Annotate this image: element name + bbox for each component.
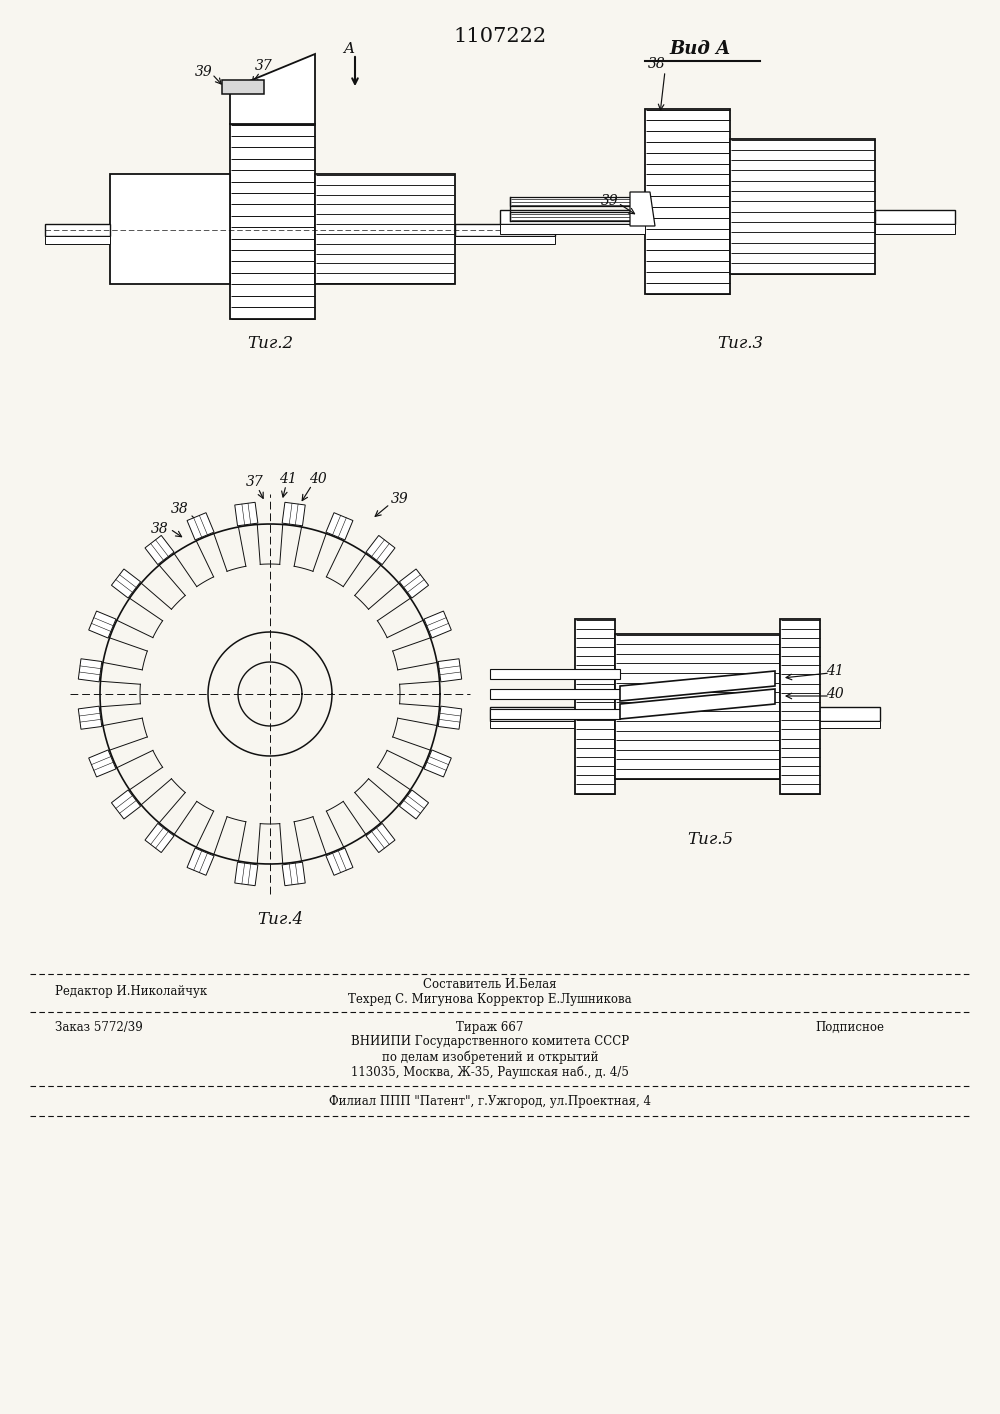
Polygon shape [78,706,102,730]
Text: Составитель И.Белая: Составитель И.Белая [423,977,557,990]
Text: 40: 40 [309,472,327,486]
Polygon shape [326,513,353,540]
Text: Τиг.3: Τиг.3 [717,335,763,352]
Text: A: A [344,42,354,57]
Polygon shape [89,611,116,638]
Bar [780,619,820,795]
Text: Редактор И.Николайчук: Редактор И.Николайчук [55,986,207,998]
Polygon shape [282,502,305,526]
Text: 1107222: 1107222 [453,27,547,45]
Polygon shape [424,611,451,638]
Polygon shape [187,848,214,875]
Polygon shape [399,790,429,819]
Polygon shape [438,706,462,730]
Text: Техред С. Мигунова Корректор Е.Лушникова: Техред С. Мигунова Корректор Е.Лушникова [348,994,632,1007]
Polygon shape [282,863,305,885]
Bar [800,721,880,728]
Bar [615,633,780,779]
Text: 41: 41 [279,472,297,486]
Text: Τиг.5: Τиг.5 [687,830,733,847]
Bar [645,109,730,294]
Bar [490,708,620,718]
Text: 38: 38 [171,502,189,516]
Polygon shape [145,823,174,853]
Polygon shape [235,502,258,526]
Text: Заказ 5772/39: Заказ 5772/39 [55,1021,143,1034]
Bar [490,721,580,728]
Text: 113035, Москва, Ж-35, Раушская наб., д. 4/5: 113035, Москва, Ж-35, Раушская наб., д. … [351,1065,629,1079]
Polygon shape [111,790,141,819]
Text: 41: 41 [826,665,844,677]
Polygon shape [366,536,395,564]
Bar [490,689,620,699]
Bar [45,223,110,236]
Polygon shape [235,863,258,885]
Bar [500,223,645,233]
Text: 37: 37 [246,475,264,489]
Polygon shape [145,536,174,564]
Text: 40: 40 [826,687,844,701]
Bar [315,174,455,284]
Polygon shape [424,749,451,776]
Bar [575,619,615,795]
Bar [510,197,650,206]
Bar [455,223,555,236]
Bar [875,223,955,233]
Text: 39: 39 [601,194,619,208]
Polygon shape [630,192,655,226]
Bar [500,211,645,223]
Polygon shape [399,568,429,598]
Polygon shape [438,659,462,682]
Bar [490,707,580,721]
Polygon shape [111,568,141,598]
Polygon shape [78,659,102,682]
Polygon shape [620,689,775,718]
Bar [800,707,880,721]
Bar [510,212,650,221]
Bar [110,174,230,284]
Polygon shape [366,823,395,853]
Text: Τиг.4: Τиг.4 [257,911,303,928]
Text: 38: 38 [151,522,169,536]
Polygon shape [187,513,214,540]
Bar [45,236,110,245]
Bar [490,669,620,679]
Polygon shape [89,749,116,776]
Text: Τиг.2: Τиг.2 [247,335,293,352]
Text: 38: 38 [648,57,666,71]
Polygon shape [326,848,353,875]
Bar [730,139,875,274]
Text: ВНИИПИ Государственного комитета СССР: ВНИИПИ Государственного комитета СССР [351,1035,629,1049]
Polygon shape [620,672,775,701]
Text: Вид A: Вид A [669,40,731,58]
Text: Филиал ППП "Патент", г.Ужгород, ул.Проектная, 4: Филиал ППП "Патент", г.Ужгород, ул.Проек… [329,1094,651,1107]
Bar [875,211,955,223]
Text: по делам изобретений и открытий: по делам изобретений и открытий [382,1051,598,1063]
Bar [230,124,315,320]
Text: 37: 37 [255,59,273,74]
Text: 39: 39 [195,65,213,79]
Text: 39: 39 [391,492,409,506]
Polygon shape [230,54,315,124]
Bar [222,81,264,93]
Text: Тираж 667: Тираж 667 [456,1021,524,1034]
Text: Подписное: Подписное [816,1021,885,1034]
Bar [455,236,555,245]
